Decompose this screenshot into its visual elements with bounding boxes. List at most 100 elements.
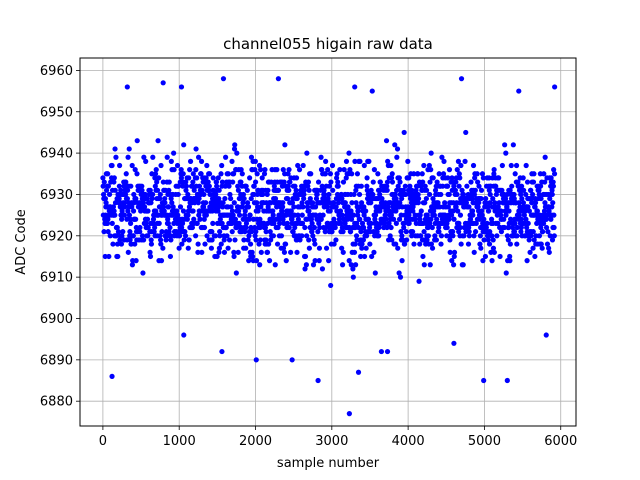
data-point: [166, 229, 172, 235]
data-point: [210, 187, 217, 193]
data-point: [436, 229, 442, 235]
data-point: [384, 224, 390, 231]
data-point: [286, 167, 292, 173]
data-point: [486, 241, 493, 247]
data-point: [180, 171, 186, 177]
data-point: [115, 229, 122, 235]
data-point: [350, 274, 356, 280]
data-point: [427, 262, 433, 268]
data-point: [176, 233, 183, 239]
data-point: [335, 183, 341, 189]
data-point: [133, 224, 139, 231]
data-point: [511, 229, 518, 235]
data-point: [286, 187, 292, 193]
data-point: [190, 171, 196, 177]
data-point: [322, 171, 329, 177]
data-point: [462, 158, 468, 164]
data-point: [282, 241, 289, 247]
data-point: [169, 200, 175, 206]
data-point: [233, 224, 240, 231]
data-point: [490, 245, 497, 251]
data-point: [107, 233, 113, 239]
data-point: [456, 220, 462, 226]
data-point: [424, 237, 430, 243]
data-point: [450, 233, 456, 239]
outlier-point: [481, 377, 487, 384]
data-point: [128, 183, 134, 189]
data-point: [413, 187, 419, 193]
data-point: [539, 245, 545, 251]
data-point: [254, 171, 260, 177]
data-point: [524, 224, 530, 231]
data-point: [337, 167, 343, 173]
data-point: [549, 204, 555, 210]
data-point: [291, 204, 297, 210]
data-point: [307, 195, 313, 202]
data-point: [371, 167, 377, 173]
data-point: [331, 241, 337, 247]
y-tick-label: 6940: [40, 147, 73, 162]
data-point: [133, 195, 139, 202]
data-point: [144, 216, 151, 222]
data-point: [299, 220, 306, 226]
data-point: [270, 208, 276, 214]
data-point: [180, 183, 186, 189]
data-point: [403, 229, 409, 235]
data-point: [258, 249, 264, 255]
data-point: [444, 224, 450, 231]
data-point: [405, 158, 411, 164]
data-point: [339, 212, 345, 218]
data-point: [446, 216, 452, 222]
data-point: [170, 204, 176, 210]
data-point: [415, 195, 422, 202]
data-point: [141, 204, 148, 210]
data-point: [235, 249, 241, 255]
y-tick-label: 6900: [40, 312, 73, 327]
data-point: [244, 187, 250, 193]
data-point: [103, 200, 109, 206]
data-point: [466, 233, 472, 239]
data-point: [316, 220, 322, 226]
data-point: [385, 204, 391, 210]
data-point: [350, 266, 356, 272]
data-point: [301, 195, 307, 202]
outlier-point: [451, 340, 457, 346]
data-point: [302, 224, 308, 231]
outlier-point: [181, 332, 187, 338]
data-point: [485, 204, 491, 210]
data-point: [358, 253, 364, 260]
data-point: [204, 233, 210, 239]
y-axis-label: ADC Code: [14, 209, 29, 274]
data-point: [366, 224, 373, 231]
data-point: [145, 208, 151, 214]
data-point: [150, 216, 157, 222]
data-point: [240, 200, 246, 206]
data-point: [318, 154, 324, 160]
data-point: [365, 216, 372, 222]
data-point: [131, 191, 137, 198]
data-point: [495, 204, 501, 210]
data-point: [111, 175, 117, 181]
data-point: [152, 183, 158, 189]
data-point: [444, 233, 450, 239]
data-point: [322, 229, 328, 235]
data-point: [343, 158, 350, 164]
data-point: [242, 229, 248, 235]
data-point: [323, 245, 330, 251]
data-point: [425, 224, 431, 231]
data-point: [157, 233, 163, 239]
data-point: [495, 220, 501, 226]
data-point: [219, 162, 225, 169]
data-point: [420, 253, 426, 260]
data-point: [165, 204, 172, 210]
data-point: [219, 220, 225, 226]
data-point: [319, 266, 326, 272]
data-point: [118, 187, 124, 193]
data-point: [260, 191, 266, 198]
data-point: [402, 191, 409, 198]
data-point: [542, 154, 548, 160]
data-point: [545, 229, 551, 235]
data-point: [396, 270, 402, 276]
data-point: [111, 208, 117, 214]
data-point: [342, 220, 348, 226]
